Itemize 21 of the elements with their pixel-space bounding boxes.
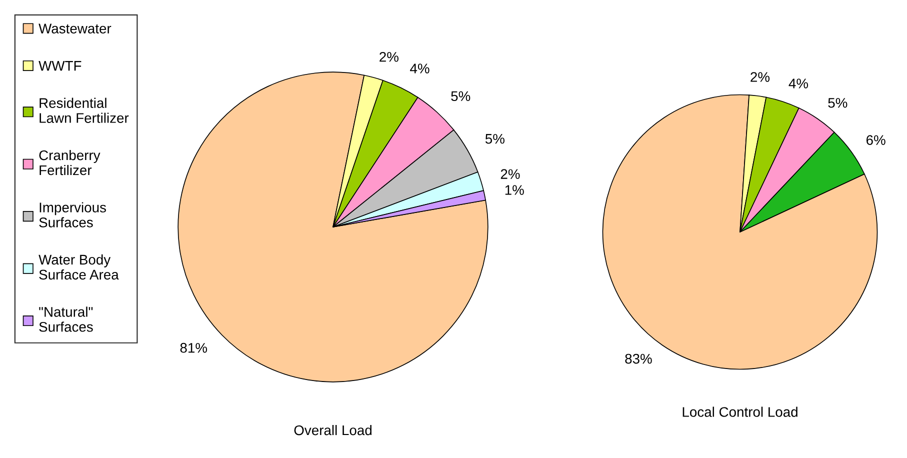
data-label: 2% [750,72,770,82]
legend-label: Wastewater [38,24,112,34]
legend-label: Water Body Surface Area [38,254,119,280]
data-label: 1% [505,185,524,195]
data-label: 4% [410,64,430,74]
data-label: 2% [500,169,520,179]
text: Overall Load [294,424,372,436]
legend-label: "Natural" Surfaces [39,306,93,332]
data-label: 83% [625,354,652,364]
data-label: 5% [451,91,470,102]
legend-label: Cranberry Fertilizer [39,150,100,176]
text: Local Control Load [682,406,798,417]
data-label: 5% [485,134,504,144]
data-label: 4% [788,78,808,88]
legend-label: Residential Lawn Fertilizer [40,98,129,123]
data-label: 5% [828,98,848,108]
data-label: 81% [180,342,208,353]
data-label: 2% [380,52,398,62]
legend-label: WWTF [38,61,82,71]
legend-label: Impervious Surfaces [39,202,106,228]
data-label: 6% [866,135,886,146]
